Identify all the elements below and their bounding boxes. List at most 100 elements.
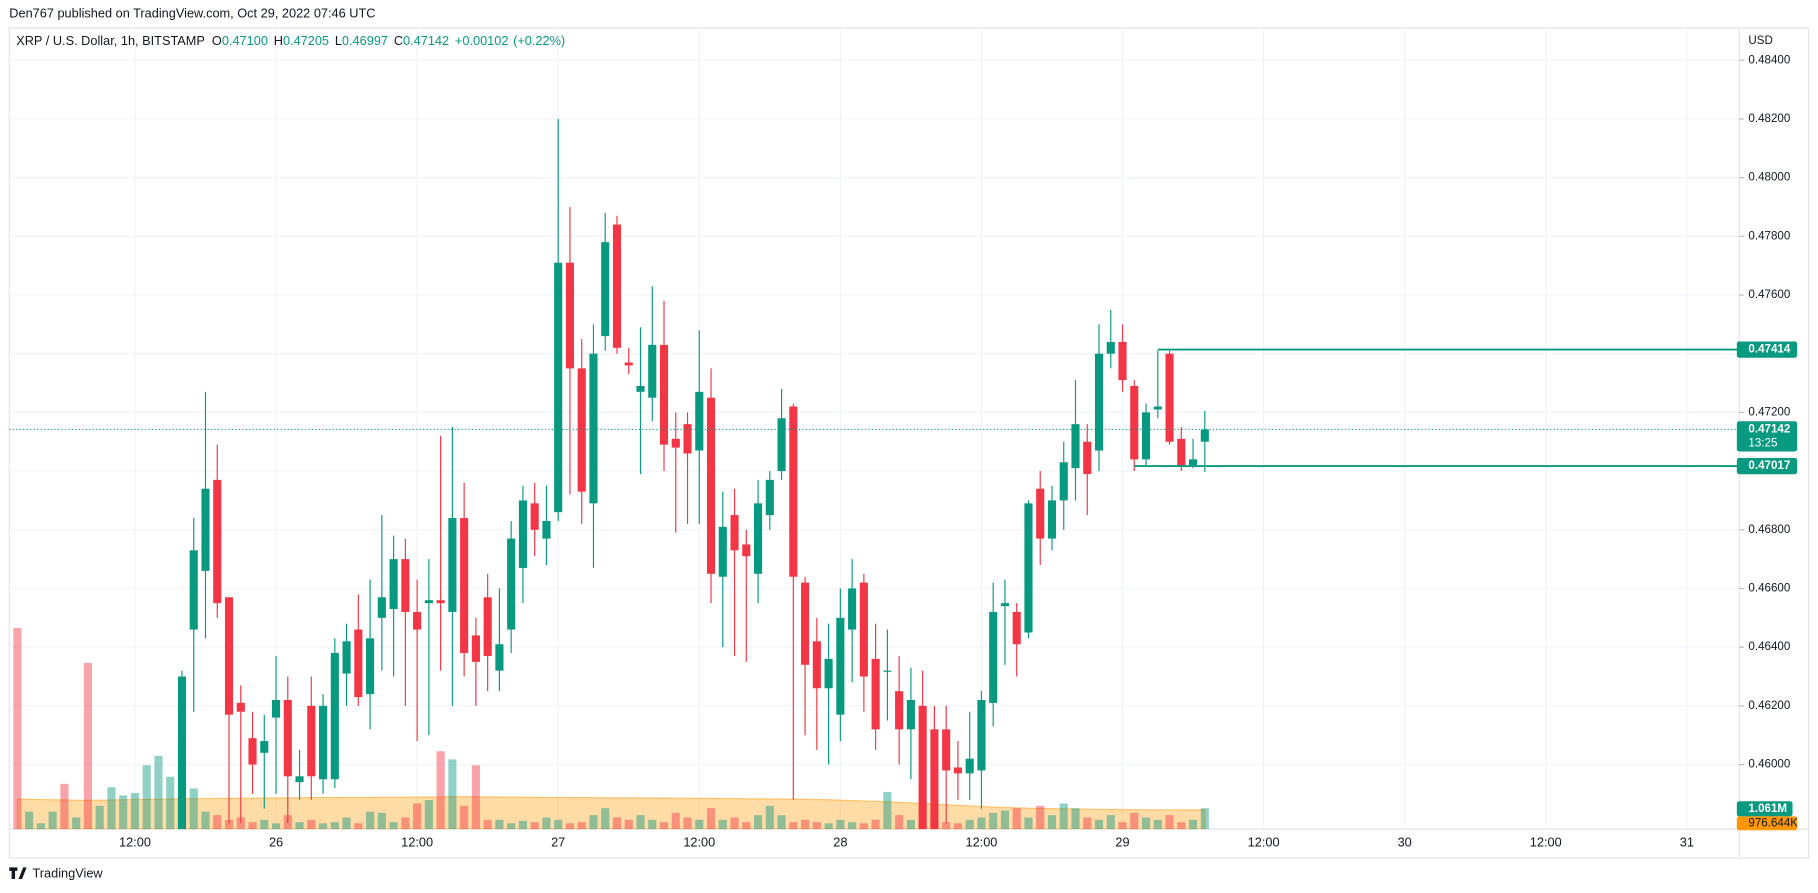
candle-body (1071, 424, 1080, 469)
volume-bar (554, 819, 563, 830)
legend-value: 0.47142 (403, 33, 449, 48)
legend-key: C (394, 33, 403, 48)
volume-bar (1047, 815, 1057, 830)
candle-body (271, 699, 281, 718)
volume-bar (13, 628, 22, 830)
candle-body (389, 559, 398, 610)
legend: XRP / U.S. Dollar, 1h, BITSTAMP O0.47100 H… (16, 33, 565, 48)
volume-bar (589, 815, 598, 830)
y-tick-label: 0.46400 (1748, 641, 1790, 653)
candle-body (507, 538, 516, 630)
candle-body (366, 638, 375, 695)
volume-bar (389, 822, 398, 830)
candle-body (695, 391, 704, 451)
candle-body (1000, 603, 1010, 607)
volume-bar (1165, 815, 1174, 830)
volume-bar (377, 812, 386, 830)
volume-bar (224, 819, 234, 830)
volume-bar (906, 819, 915, 830)
volume-bar (354, 823, 363, 830)
volume-bar (1118, 822, 1127, 830)
legend-symbol: XRP / U.S. Dollar, 1h, BITSTAMP (16, 33, 205, 48)
footer-logo (9, 867, 27, 879)
volume-bar (612, 817, 622, 830)
candle-body (565, 262, 575, 369)
x-tick-label: 31 (1680, 834, 1694, 849)
volume-bar (965, 819, 974, 830)
candle-body (1165, 353, 1174, 442)
volume-bar (413, 803, 422, 830)
candle-body (1130, 385, 1139, 460)
legend-change: +0.00102 (455, 33, 509, 48)
volume-bar (119, 795, 128, 830)
candle-body (213, 479, 222, 604)
candle-body (1059, 462, 1068, 501)
candle-body (1177, 438, 1186, 466)
legend-key: O (212, 33, 222, 48)
candle-body (1200, 429, 1209, 442)
volume-bar (742, 822, 751, 830)
volume-bar (871, 819, 880, 830)
volume-bar (801, 819, 810, 830)
candle-body (1141, 412, 1151, 460)
volume-bar (48, 811, 57, 830)
volume-bar (1059, 803, 1068, 830)
candle-body (260, 741, 269, 753)
candle-body (1153, 406, 1162, 410)
candle-body (636, 385, 645, 392)
candle-body (1036, 488, 1045, 539)
volume-bar (754, 815, 763, 830)
candle-body (671, 438, 680, 448)
y-tick-label: 0.46600 (1748, 583, 1790, 595)
level-label-box (1736, 341, 1798, 358)
volume-bar (1200, 808, 1209, 830)
legend-key: L (335, 33, 342, 48)
candle-body (718, 526, 727, 577)
candle-body (706, 397, 716, 574)
volume-bar (60, 783, 69, 830)
candle-body (765, 479, 774, 516)
y-tick-label: 0.47800 (1748, 230, 1790, 242)
volume-bar (401, 817, 410, 830)
volume-bar (659, 822, 669, 830)
candle-body (777, 418, 786, 472)
volume-bar (448, 759, 457, 830)
legend-value: 0.47100 (222, 33, 268, 48)
candle-body (754, 503, 763, 574)
volume-bar (95, 805, 104, 830)
candle-body (730, 515, 739, 551)
volume-bar (836, 819, 845, 830)
volume-bar (424, 800, 433, 830)
volume-bar (989, 812, 998, 830)
volume-bar (1071, 808, 1080, 830)
candle-body (542, 520, 551, 539)
x-tick-label: 27 (551, 834, 565, 849)
candle-body (1189, 459, 1198, 466)
candle-body (1118, 341, 1127, 381)
volume-bar (36, 823, 45, 830)
volume-bar (495, 819, 504, 830)
x-tick-label: 12:00 (965, 834, 997, 849)
candle-body (1024, 503, 1033, 633)
x-tick-label: 12:00 (1248, 834, 1280, 849)
volume-bar (201, 811, 210, 830)
volume-bar (130, 793, 140, 830)
candle-body (824, 658, 833, 689)
volume-bar (507, 823, 516, 830)
volume-bar (671, 812, 680, 830)
x-tick-label: 30 (1398, 834, 1412, 849)
candle-body (612, 224, 622, 348)
volume-label-box (1736, 801, 1793, 817)
legend-value: 0.46997 (342, 33, 388, 48)
candle-body (471, 635, 480, 662)
volume-bar (25, 811, 34, 830)
volume-bar (942, 822, 951, 830)
volume-bar (1094, 819, 1104, 830)
volume-bar (1177, 822, 1186, 830)
volume-bar (883, 791, 892, 830)
volume-bar (436, 751, 445, 830)
currency: USD (1748, 35, 1772, 47)
volume-bar (530, 822, 539, 830)
volume-bar (330, 822, 339, 830)
candle-body (448, 518, 457, 612)
